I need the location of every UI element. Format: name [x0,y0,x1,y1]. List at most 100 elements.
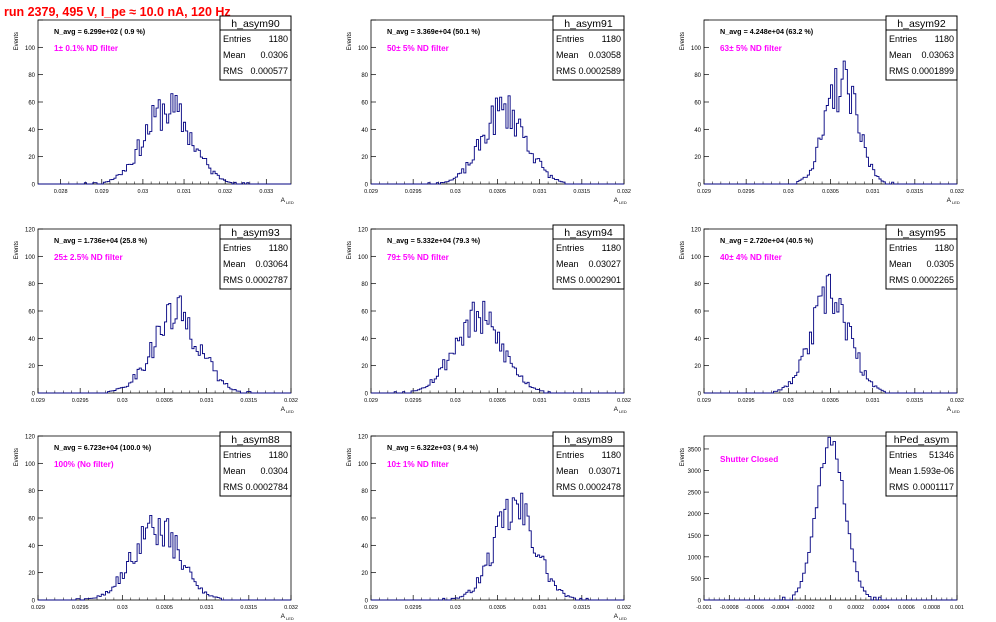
x-tick-label: 0.029 [697,189,711,195]
x-tick-label: 0.0295 [738,189,755,195]
histogram-panel: 0 20 40 60 80 100 120 0.029 0.0295 0.03 0.0305 0.03… [14,431,298,621]
x-axis-title-sub: LED [286,616,294,621]
x-tick-label: 0.0295 [72,605,89,611]
x-tick-label: 0.031 [200,605,214,611]
x-tick-label: 0.031 [533,189,547,195]
x-tick-label: 0.032 [218,189,232,195]
x-axis-title: A [614,613,619,620]
y-tick-label: 20 [694,155,701,161]
y-axis-title: Events [347,32,353,50]
page-title: run 2379, 495 V, I_pe ≈ 10.0 nA, 120 Hz [4,5,231,19]
stats-key: Entries [556,450,585,460]
y-tick-label: 100 [358,462,369,468]
n-avg-label: N_avg = 2.720e+04 (40.5 %) [720,236,814,245]
stats-value: 0.0002901 [578,275,621,285]
y-tick-label: 1500 [688,534,702,540]
y-tick-label: 120 [25,228,36,234]
x-tick-label: 0.029 [364,189,378,195]
x-tick-label: 0.03 [138,189,149,195]
y-tick-label: 120 [691,228,702,234]
stats-box: hPed_asym Entries 51346 Mean 1.593e-06 RMS 0.0… [885,431,958,497]
histogram-panel: 0 20 40 60 80 100 0.029 0.0295 0.03 0.0305 0.031 0.… [347,15,631,205]
x-tick-label: 0.032 [617,398,631,404]
stats-key: Mean [889,50,912,60]
stats-box-frame [552,224,625,290]
y-tick-label: 1000 [688,555,702,561]
stats-value: 0.0001117 [913,482,954,492]
y-tick-label: 0 [698,599,702,605]
filter-label: 100% (No filter) [54,460,114,469]
stats-box-frame [552,431,625,497]
stats-key: Mean [223,259,246,269]
stats-key: Entries [889,243,918,253]
x-tick-label: 0.031 [177,189,191,195]
stats-key: Entries [889,450,918,460]
y-tick-label: 100 [25,255,36,261]
y-tick-label: 20 [28,155,35,161]
x-tick-label: 0.028 [54,189,68,195]
x-tick-label: 0.032 [284,398,298,404]
y-tick-label: 60 [28,310,35,316]
y-axis-title: Events [680,448,686,466]
x-tick-label: 0.0295 [738,398,755,404]
stats-value: 0.03064 [255,259,288,269]
stats-key: RMS [889,482,909,492]
x-tick-label: 0.033 [259,189,273,195]
x-tick-label: 0.0315 [573,398,590,404]
y-tick-label: 0 [365,599,369,605]
n-avg-label: N_avg = 5.332e+04 (79.3 %) [387,236,481,245]
histogram-series [371,492,624,601]
stats-box-title: hPed_asym [894,434,950,446]
stats-box-frame [885,431,958,497]
x-tick-label: 0.03 [450,189,461,195]
y-tick-label: 80 [361,282,368,288]
y-tick-label: 120 [358,435,369,441]
x-tick-label: 0.029 [31,605,45,611]
n-avg-label: N_avg = 6.299e+02 ( 0.9 %) [54,27,146,36]
filter-label: 10± 1% ND filter [387,460,450,469]
x-tick-label: 0.0006 [898,605,915,611]
y-tick-label: 40 [361,337,368,343]
stats-key: RMS [223,66,243,76]
x-tick-label: 0.0295 [72,398,89,404]
x-tick-label: 0.032 [617,189,631,195]
stats-key: RMS [556,482,576,492]
stats-key: Mean [556,466,579,476]
x-tick-label: 0.03 [117,605,128,611]
y-tick-label: 0 [698,183,702,189]
stats-value: 0.0002589 [578,66,621,76]
x-tick-label: 0.0295 [405,189,422,195]
stats-key: Mean [556,50,579,60]
stats-value: 0.0002787 [245,275,288,285]
x-tick-label: -0.0006 [745,605,764,611]
stats-value: 0.03058 [588,50,621,60]
x-tick-label: 0 [829,605,832,611]
stats-value: 1180 [602,243,621,253]
histogram-panel: 0 20 40 60 80 100 0.029 0.0295 0.03 0.0305 0.031 0.… [680,15,964,205]
stats-box-title: h_asym95 [897,227,946,239]
y-tick-label: 60 [361,310,368,316]
histogram-series [38,295,291,394]
x-axis-title: A [281,406,286,413]
x-tick-label: 0.0305 [489,605,506,611]
stats-box-title: h_asym91 [564,18,613,30]
x-tick-label: 0.03 [783,398,794,404]
y-tick-label: 0 [32,599,36,605]
n-avg-label: N_avg = 1.736e+04 (25.8 %) [54,236,148,245]
histogram-series [704,60,957,185]
stats-key: Entries [223,450,252,460]
stats-key: Mean [556,259,579,269]
x-tick-label: 0.0004 [873,605,890,611]
y-tick-label: 40 [28,128,35,134]
x-axis-title-sub: LED [619,409,627,414]
x-tick-label: 0.03 [783,189,794,195]
x-tick-label: 0.03 [117,398,128,404]
stats-box: h_asym88 Entries 1180 Mean 0.0304 RMS 0.000278… [219,431,292,497]
x-tick-label: 0.032 [617,605,631,611]
x-tick-label: 0.03 [450,605,461,611]
y-tick-label: 20 [28,364,35,370]
x-tick-label: 0.0305 [822,398,839,404]
x-tick-label: 0.031 [533,605,547,611]
stats-key: Mean [889,466,912,476]
x-tick-label: 0.0295 [405,398,422,404]
